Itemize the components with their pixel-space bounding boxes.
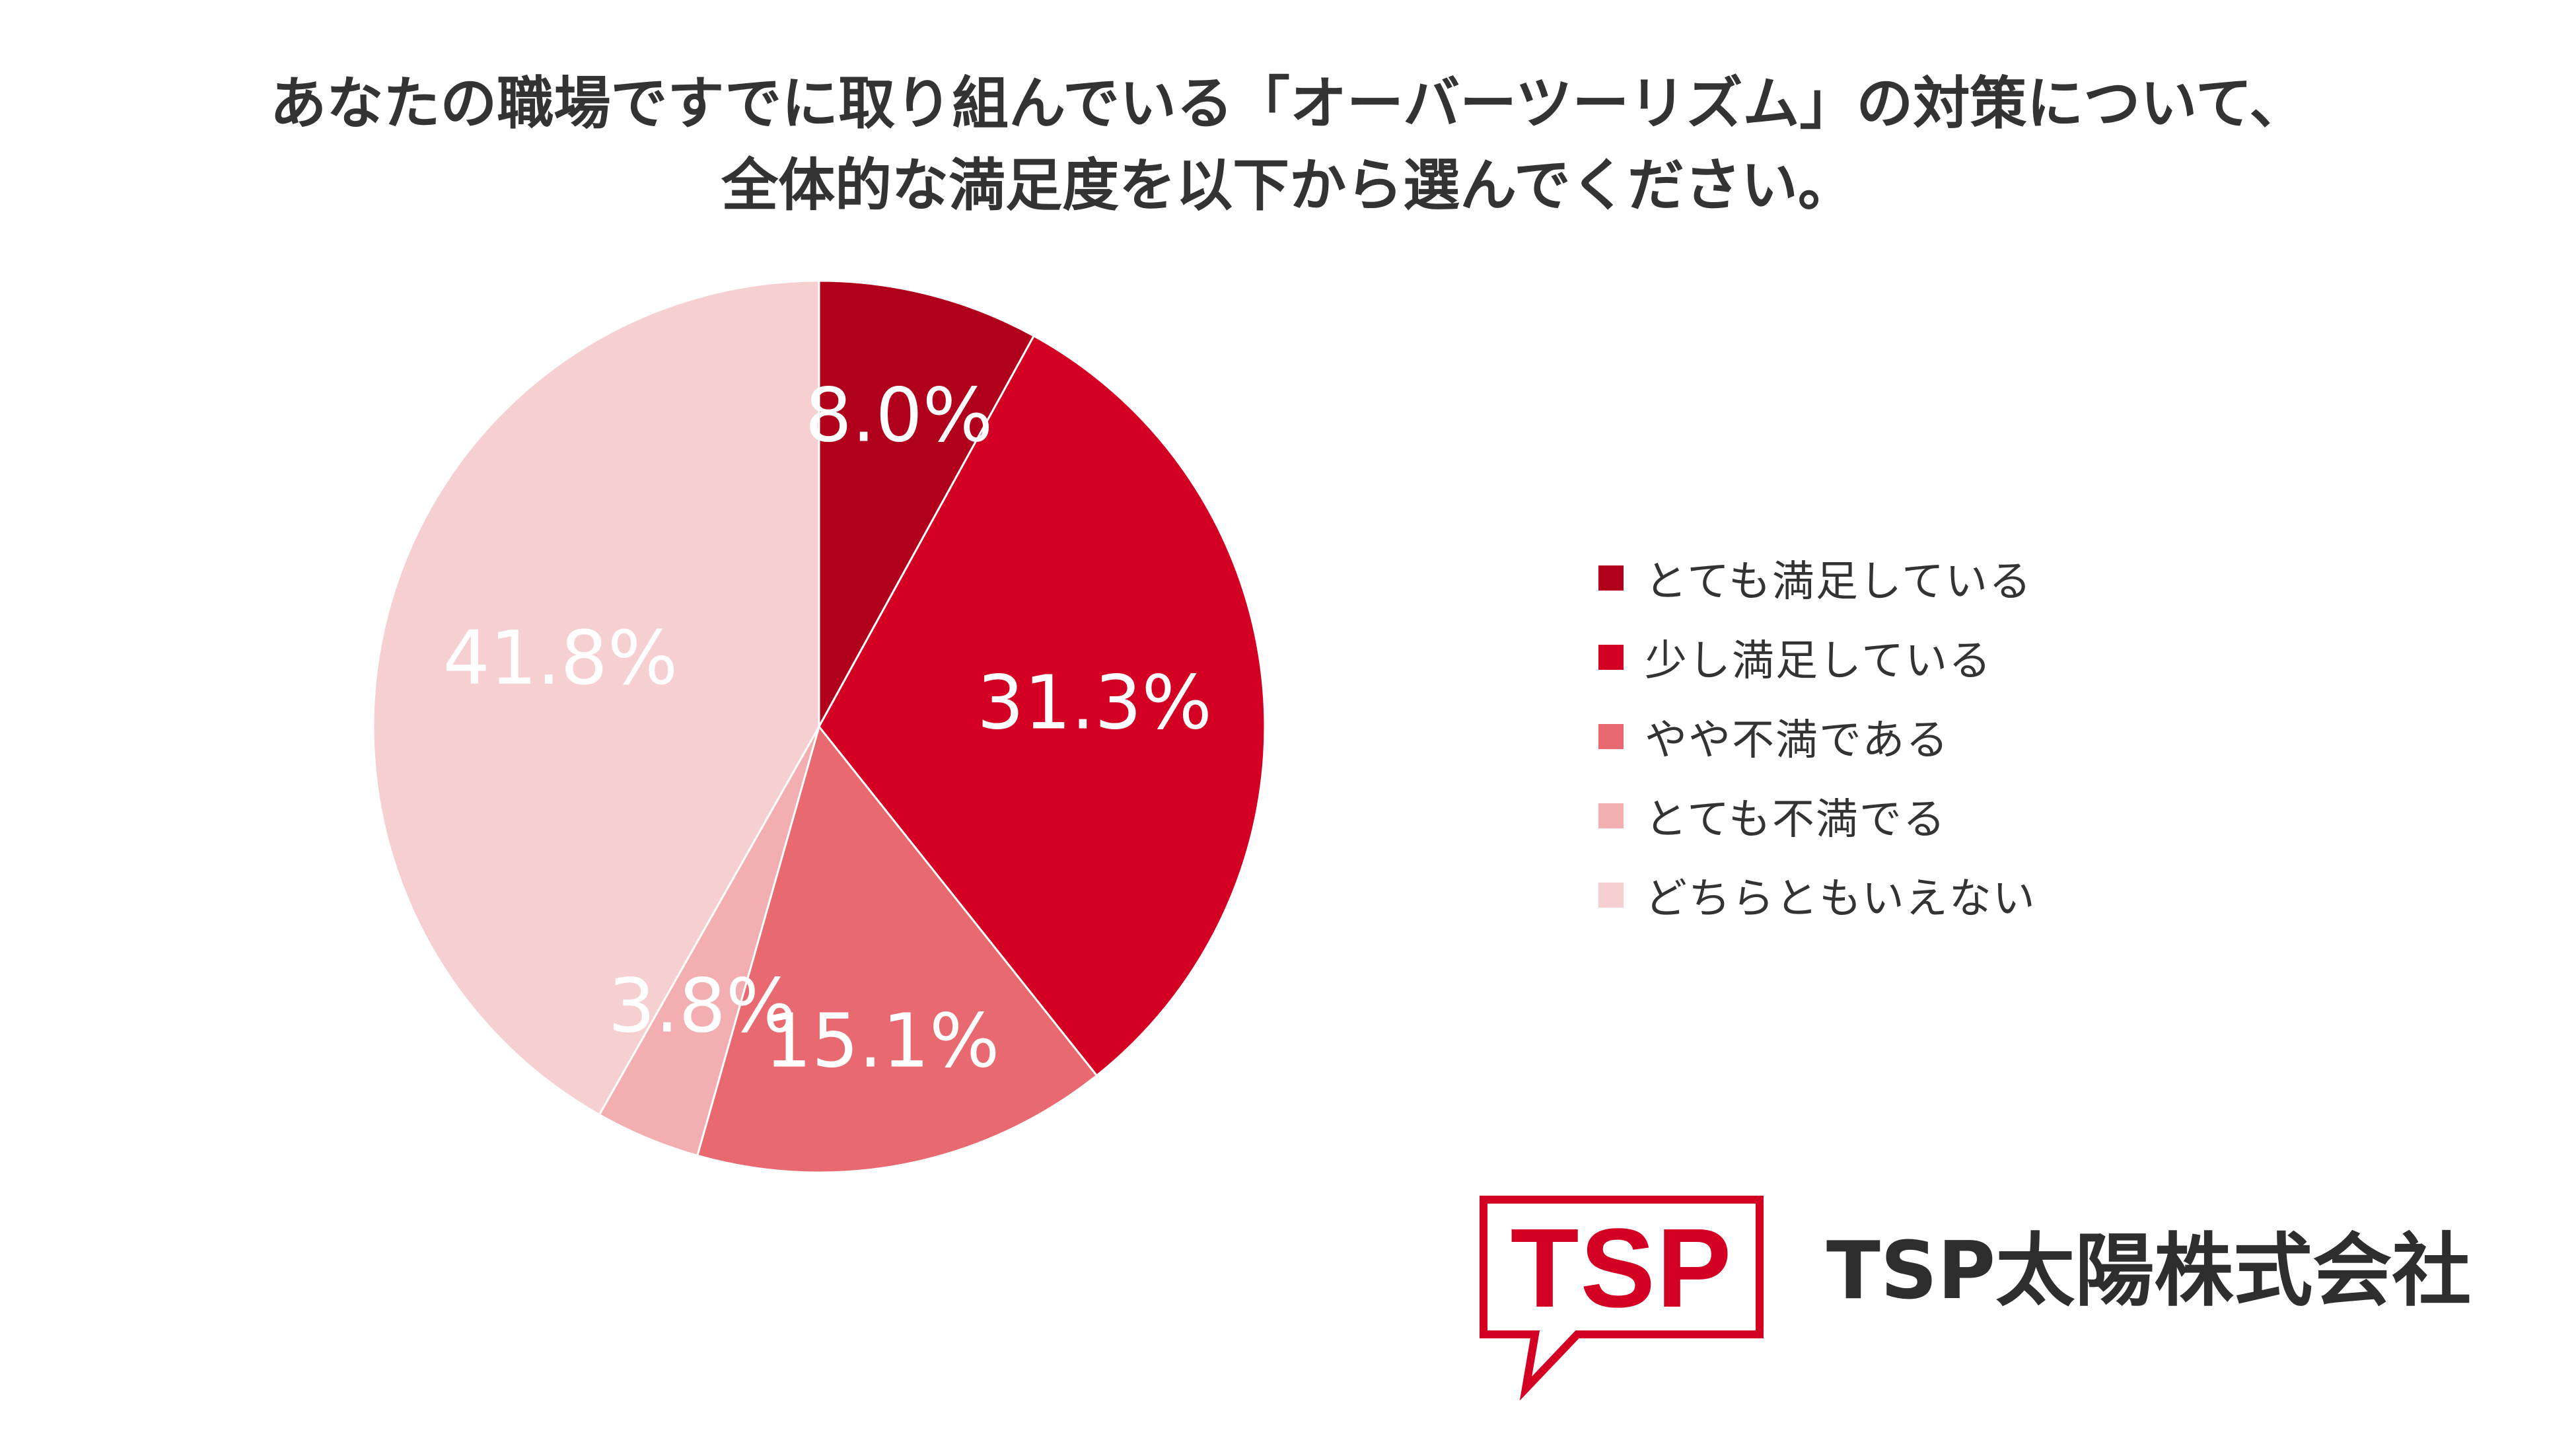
pie-slice bbox=[818, 279, 1036, 727]
pie-slice bbox=[818, 334, 1266, 1077]
legend-label: とても満足している bbox=[1645, 558, 2032, 606]
legend-swatch bbox=[1598, 803, 1624, 828]
pie-data-label: 3.8% bbox=[608, 964, 797, 1050]
chart-title: あなたの職場ですでに取り組んでいる「オーバーツーリズム」の対策について、 全体的… bbox=[0, 63, 2576, 227]
chart-title-line-2: 全体的な満足度を以下から選んでください。 bbox=[721, 153, 1855, 219]
legend-item: どちらともいえない bbox=[1598, 855, 2036, 935]
pie-labels: 8.0% 31.3% 15.1%3.8% 41.8% bbox=[443, 373, 1211, 1084]
legend-label: とても不満でる bbox=[1645, 795, 1947, 844]
logo-mark-text: TSP bbox=[1511, 1206, 1733, 1331]
legend-label: 少し満足している bbox=[1645, 637, 1993, 686]
legend-item: とても不満でる bbox=[1598, 776, 2036, 855]
pie-data-label: 8.0% bbox=[805, 373, 993, 458]
legend-swatch bbox=[1598, 565, 1624, 591]
legend-swatch bbox=[1598, 883, 1624, 908]
legend-swatch bbox=[1598, 724, 1624, 749]
chart-title-line-1: あなたの職場ですでに取り組んでいる「オーバーツーリズム」の対策について、 bbox=[269, 71, 2307, 137]
pie-data-label: 15.1% bbox=[765, 999, 1000, 1085]
legend-label: どちらともいえない bbox=[1645, 875, 2036, 924]
legend: とても満足している 少し満足している やや不満である とても不満でる どちらとも… bbox=[1598, 538, 2036, 935]
legend-item: 少し満足している bbox=[1598, 618, 2036, 697]
logo-speech-bubble-outline bbox=[1480, 1196, 1764, 1401]
company-name: TSP太陽株式会社 bbox=[1826, 1225, 2472, 1317]
pie-data-label: 31.3% bbox=[977, 661, 1212, 746]
legend-label: やや不満である bbox=[1645, 716, 1950, 765]
legend-item: とても満足している bbox=[1598, 538, 2036, 618]
pie-slice bbox=[696, 724, 1098, 1174]
pie-slices bbox=[372, 279, 1266, 1174]
legend-item: やや不満である bbox=[1598, 697, 2036, 776]
tsp-logo-icon: TSP bbox=[1480, 1196, 1764, 1401]
legend-swatch bbox=[1598, 645, 1624, 670]
pie-data-label: 41.8% bbox=[443, 616, 678, 702]
pie-slice bbox=[372, 279, 820, 1116]
